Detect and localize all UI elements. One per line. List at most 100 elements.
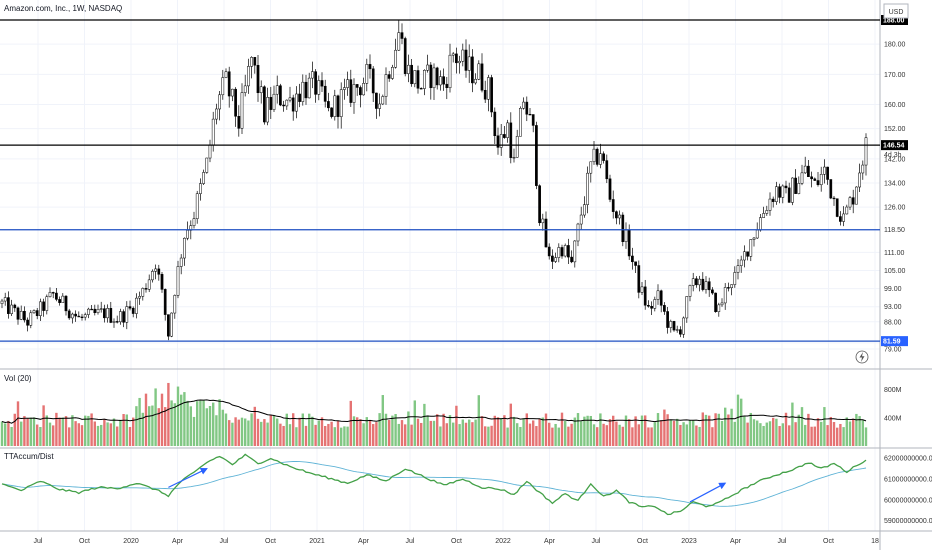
currency-box[interactable] bbox=[883, 3, 909, 19]
volume-bar bbox=[560, 412, 564, 446]
volume-bar bbox=[423, 403, 426, 446]
volume-bar bbox=[148, 406, 151, 446]
volume-bar bbox=[4, 423, 7, 446]
candle-body bbox=[643, 286, 647, 306]
time-tick-label: 2022 bbox=[495, 538, 511, 545]
accum-tick-label: 59000000000.00 bbox=[884, 518, 932, 525]
time-tick-label: Apr bbox=[172, 538, 184, 545]
time-tick-label: Oct bbox=[79, 538, 90, 545]
candle-body bbox=[759, 217, 762, 231]
candle-body bbox=[842, 213, 845, 222]
volume-bar bbox=[858, 416, 861, 446]
volume-bar bbox=[525, 413, 528, 446]
volume-bar bbox=[676, 418, 679, 446]
volume-bar bbox=[311, 416, 314, 446]
candle-body bbox=[631, 255, 634, 263]
candle-body bbox=[816, 180, 820, 186]
volume-bar bbox=[458, 424, 461, 446]
candle-body bbox=[605, 160, 609, 180]
volume-bar bbox=[471, 422, 474, 446]
volume-bar bbox=[528, 423, 532, 446]
candle-body bbox=[391, 67, 394, 79]
volume-bar bbox=[666, 414, 669, 446]
candle-body bbox=[826, 166, 829, 180]
volume-bar bbox=[823, 407, 826, 446]
volume-bar bbox=[205, 408, 208, 446]
candle-body bbox=[295, 93, 298, 112]
volume-bar bbox=[304, 425, 308, 446]
volume-bar bbox=[733, 421, 736, 446]
candle-body bbox=[797, 183, 801, 194]
candle-body bbox=[368, 64, 372, 70]
time-axis[interactable]: Jul Oct 2020 Apr Jul Oct 2021 Apr Jul Oct 2022 Apr J… bbox=[34, 538, 879, 545]
candle-body bbox=[355, 84, 359, 88]
candle-body bbox=[791, 177, 794, 203]
candle-body bbox=[666, 311, 669, 328]
candle-body bbox=[567, 245, 570, 258]
candle-body bbox=[45, 296, 49, 311]
lightning-icon[interactable] bbox=[855, 350, 869, 364]
volume-bar bbox=[519, 426, 522, 446]
candle-body bbox=[752, 237, 756, 240]
currency-label[interactable]: USD bbox=[889, 9, 904, 16]
volume-bar bbox=[308, 413, 311, 446]
candle-body bbox=[864, 137, 868, 166]
candle-body bbox=[525, 101, 529, 115]
candle-body bbox=[288, 97, 292, 101]
volume-series bbox=[0, 382, 868, 446]
price-tick-label: 99.00 bbox=[884, 286, 902, 293]
volume-bar bbox=[474, 419, 477, 446]
candle-body bbox=[445, 83, 449, 89]
volume-bar bbox=[87, 415, 90, 446]
volume-bar bbox=[327, 423, 330, 446]
volume-bar bbox=[288, 424, 292, 446]
volume-bar bbox=[58, 417, 61, 446]
trend-arrow[interactable] bbox=[689, 482, 727, 503]
candle-body bbox=[579, 214, 583, 225]
price-tick-label: 118.50 bbox=[884, 227, 905, 234]
horizontal-levels[interactable] bbox=[0, 19, 880, 342]
candle-body bbox=[717, 304, 721, 312]
volume-bar bbox=[640, 415, 644, 446]
candle-body bbox=[435, 67, 439, 86]
volume-bar bbox=[711, 427, 714, 446]
candle-body bbox=[595, 148, 599, 165]
volume-tick-label: 400M bbox=[884, 415, 902, 422]
volume-bar bbox=[829, 416, 832, 446]
candle-body bbox=[362, 83, 365, 96]
price-tag bbox=[881, 336, 908, 347]
volume-bar bbox=[554, 423, 557, 446]
candle-body bbox=[467, 56, 471, 71]
volume-bar bbox=[564, 421, 567, 446]
volume-bar bbox=[628, 419, 631, 446]
volume-bar bbox=[810, 426, 813, 446]
candle-body bbox=[493, 111, 497, 136]
candle-body bbox=[451, 53, 455, 56]
candle-body bbox=[685, 296, 689, 319]
volume-bar bbox=[237, 419, 240, 446]
candle-body bbox=[279, 85, 282, 106]
candle-body bbox=[144, 288, 148, 290]
candle-body bbox=[307, 77, 311, 99]
volume-bar bbox=[23, 416, 26, 446]
volume-bar bbox=[356, 417, 359, 446]
candle-body bbox=[39, 301, 42, 316]
candle-body bbox=[320, 80, 324, 87]
candle-body bbox=[352, 84, 356, 103]
volume-bar bbox=[784, 412, 788, 446]
candle-body bbox=[26, 319, 29, 326]
price-tick-label: 180.00 bbox=[884, 42, 906, 49]
volume-bar bbox=[42, 405, 45, 446]
volume-bar bbox=[762, 425, 765, 446]
volume-bar bbox=[816, 418, 820, 446]
candle-body bbox=[499, 134, 503, 148]
volume-bar bbox=[228, 420, 231, 446]
candle-body bbox=[455, 53, 458, 64]
volume-bar bbox=[672, 420, 676, 446]
candle-body bbox=[359, 87, 362, 96]
candle-body bbox=[173, 295, 177, 314]
price-tag bbox=[881, 15, 908, 25]
volume-bar bbox=[512, 416, 516, 446]
trend-arrow[interactable] bbox=[168, 468, 208, 488]
candle-body bbox=[487, 77, 490, 100]
